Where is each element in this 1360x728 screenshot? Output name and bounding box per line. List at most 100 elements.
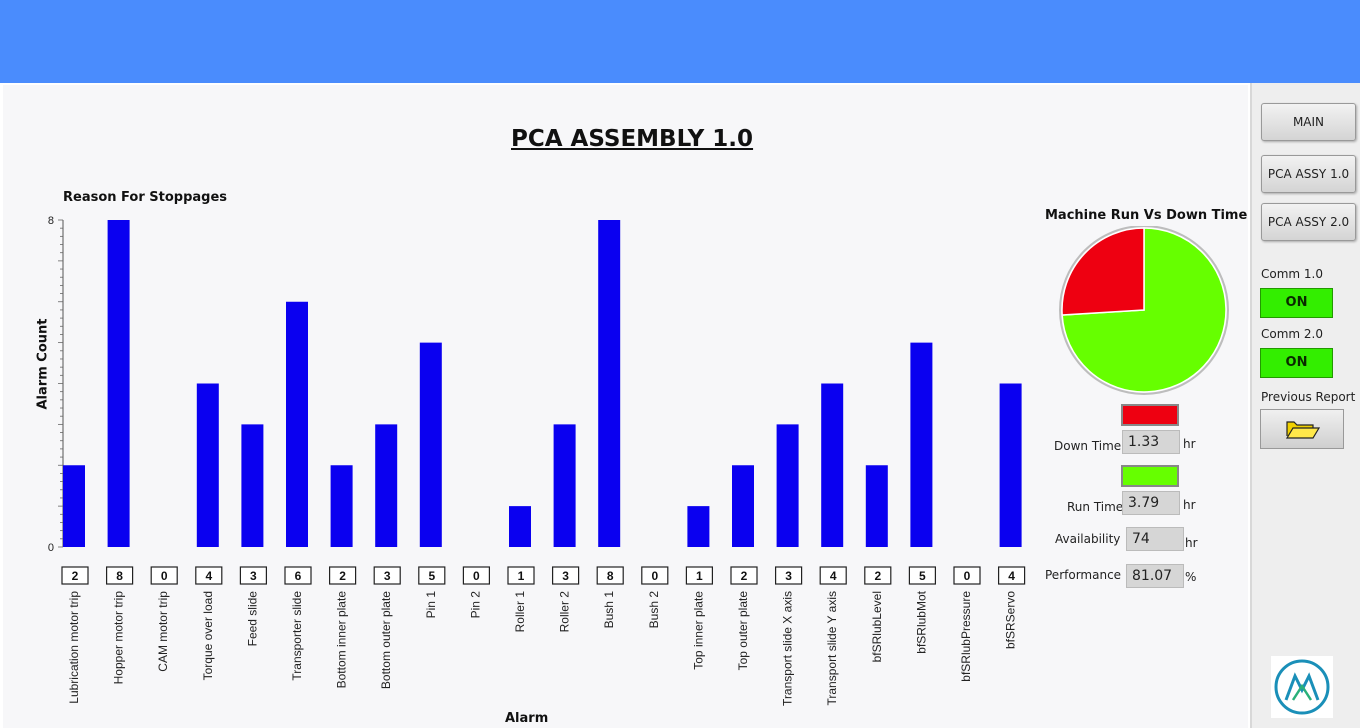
run-time-value: 3.79 (1122, 491, 1180, 515)
category-label: Torque over load (201, 591, 215, 680)
performance-value: 81.07 (1126, 564, 1184, 588)
bar-value-label: 3 (785, 569, 792, 583)
category-label: bfSRlubMot (914, 590, 928, 653)
category-label: bfSRlubPressure (959, 591, 973, 682)
bar-value-label: 4 (205, 569, 212, 583)
run-time-label: Run Time (1067, 500, 1124, 514)
folder-open-icon (1285, 421, 1321, 439)
bar (910, 342, 933, 547)
bar (241, 424, 264, 547)
top-banner (0, 0, 1360, 83)
value-label-box (685, 566, 714, 585)
bar (107, 220, 130, 547)
category-label: Pin 2 (468, 591, 482, 619)
value-label-box (908, 566, 937, 585)
value-label-box (105, 566, 134, 585)
bar-value-label: 5 (428, 569, 435, 583)
category-label: Bush 2 (647, 591, 661, 629)
category-label: bfSRServo (1004, 591, 1018, 649)
value-label-box (150, 566, 178, 585)
value-label-box (195, 566, 223, 585)
bar (732, 465, 754, 547)
bar (196, 383, 219, 547)
category-label: Roller 2 (558, 591, 572, 633)
bar (375, 424, 398, 547)
previous-report-label: Previous Report (1261, 390, 1356, 404)
bar-value-label: 3 (250, 569, 257, 583)
bar-value-label: 0 (651, 569, 658, 583)
bar (999, 383, 1022, 547)
category-label: Top outer plate (736, 591, 750, 671)
bar (553, 424, 576, 547)
performance-label: Performance (1045, 568, 1122, 582)
down-time-legend-swatch (1121, 404, 1179, 426)
bar-value-label: 0 (964, 569, 971, 583)
plot-area (63, 220, 1023, 547)
bar-value-label: 1 (696, 569, 703, 583)
value-label-box (329, 566, 357, 585)
value-label-box (819, 566, 847, 585)
value-label-box (551, 566, 580, 585)
category-label: Bush 1 (602, 591, 616, 629)
comm-2-status-indicator: ON (1260, 348, 1333, 378)
value-label-box (418, 566, 446, 585)
category-label: Bottom inner plate (335, 591, 349, 689)
availability-value: 74 (1126, 527, 1184, 551)
run-time-unit: hr (1183, 498, 1196, 512)
bar (865, 465, 888, 547)
bar-value-label: 2 (72, 569, 79, 583)
company-logo-icon (1274, 659, 1330, 715)
bar (330, 465, 353, 547)
bar (419, 342, 442, 547)
value-label-box (864, 566, 892, 585)
category-label: bfSRlubLevel (870, 591, 884, 662)
bar-value-label: 4 (1008, 569, 1015, 583)
value-label-box (641, 566, 669, 585)
bar (776, 424, 799, 547)
comm-1-status-indicator: ON (1260, 288, 1333, 318)
bar-value-label: 5 (919, 569, 926, 583)
run-vs-down-pie (1058, 225, 1230, 402)
bar-value-label: 8 (116, 569, 123, 583)
pca-assy-2-button[interactable]: PCA ASSY 2.0 (1261, 203, 1356, 241)
value-label-box (462, 566, 490, 585)
value-label-box (507, 566, 535, 585)
category-label: Bottom outer plate (379, 591, 393, 689)
x-axis-label: Alarm (505, 711, 549, 726)
value-label-box (596, 566, 624, 585)
value-label-box (373, 566, 401, 585)
bar-value-label: 2 (339, 569, 346, 583)
company-logo (1271, 656, 1333, 718)
value-label-box (774, 566, 803, 585)
category-label: Hopper motor trip (112, 591, 126, 685)
bar (821, 383, 844, 547)
category-label: Pin 1 (424, 591, 438, 619)
value-label-box (284, 566, 312, 585)
bar-value-label: 2 (741, 569, 748, 583)
previous-report-button[interactable] (1260, 409, 1344, 449)
bar (687, 506, 710, 547)
value-label-box (730, 566, 758, 585)
bar-value-label: 6 (295, 569, 302, 583)
bar (509, 506, 531, 547)
stoppage-bar-chart: 0 8 2 Lubrication motor trip 8 Hopper motor t… (48, 215, 1026, 706)
bar (598, 220, 621, 547)
bar-value-label: 3 (562, 569, 569, 583)
category-label: Top inner plate (691, 591, 705, 670)
down-time-label: Down Time (1054, 439, 1122, 453)
bar (63, 465, 85, 547)
main-button[interactable]: MAIN (1261, 103, 1356, 141)
chart-title: Reason For Stoppages (63, 190, 228, 205)
pca-assy-1-button[interactable]: PCA ASSY 1.0 (1261, 155, 1356, 193)
value-label-box (997, 566, 1026, 585)
bar-value-label: 1 (518, 569, 525, 583)
y-tick-label: 8 (48, 215, 54, 227)
availability-unit: hr (1185, 536, 1198, 550)
category-label: Transport slide X axis (781, 591, 795, 706)
pie-title: Machine Run Vs Down Time (1045, 208, 1248, 223)
bar (286, 301, 308, 547)
down-time-value: 1.33 (1122, 430, 1180, 454)
run-time-legend-swatch (1121, 465, 1179, 487)
availability-label: Availability (1055, 532, 1121, 546)
category-label: Feed slide (245, 591, 259, 647)
